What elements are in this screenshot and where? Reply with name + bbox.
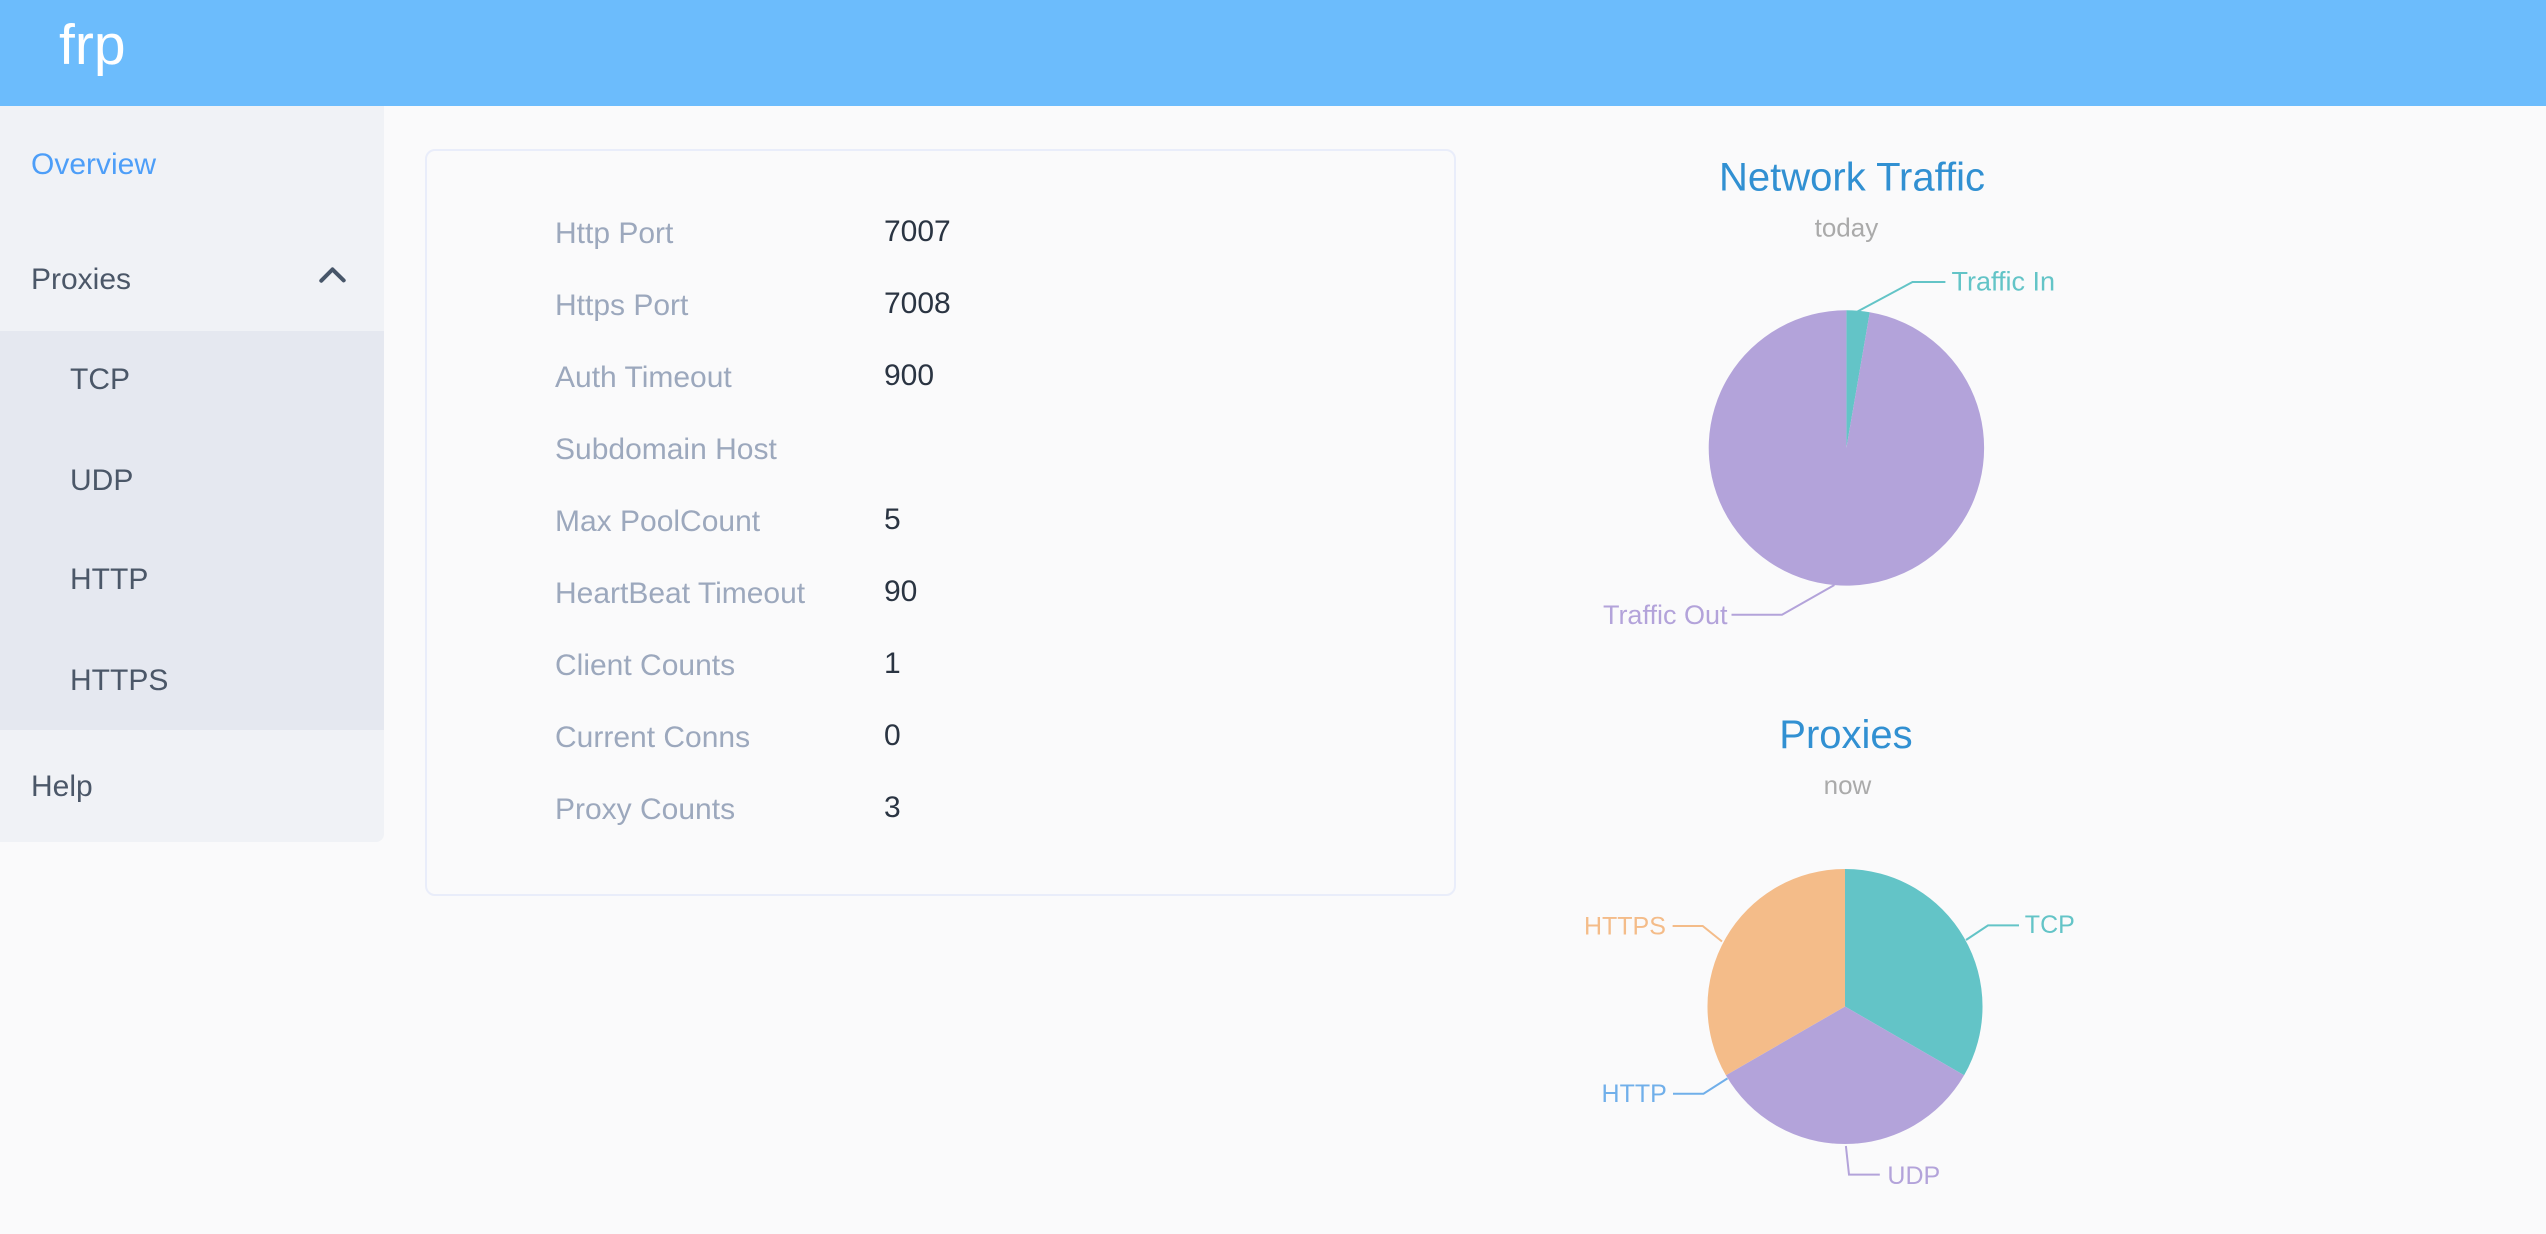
svg-text:today: today bbox=[1815, 213, 1879, 243]
svg-text:HTTPS: HTTPS bbox=[1584, 913, 1666, 941]
svg-text:now: now bbox=[1824, 770, 1872, 800]
svg-text:TCP: TCP bbox=[2025, 911, 2075, 939]
svg-text:Network Traffic: Network Traffic bbox=[1719, 156, 1985, 200]
svg-text:Traffic In: Traffic In bbox=[1952, 267, 2056, 297]
svg-text:Proxies: Proxies bbox=[1779, 713, 1912, 757]
svg-text:HTTP: HTTP bbox=[1602, 1080, 1667, 1108]
svg-text:Traffic Out: Traffic Out bbox=[1603, 600, 1728, 630]
svg-text:UDP: UDP bbox=[1887, 1162, 1940, 1190]
